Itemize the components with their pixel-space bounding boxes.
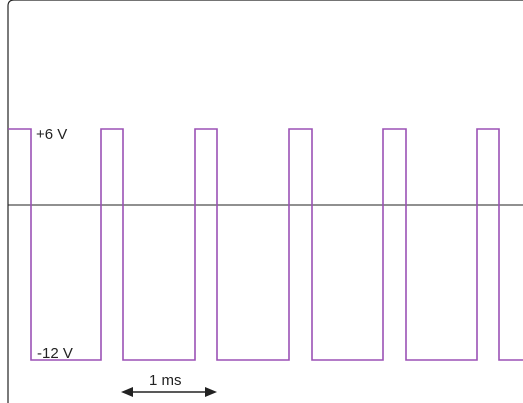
label-low-voltage: -12 V: [37, 345, 73, 362]
arrow-right-icon: [205, 387, 217, 397]
label-high-voltage: +6 V: [36, 126, 67, 143]
arrow-left-icon: [121, 387, 133, 397]
frame-border: [7, 0, 523, 403]
period-arrow: [121, 387, 217, 397]
square-wave: [8, 128, 523, 361]
period-label: 1 ms: [149, 372, 182, 389]
